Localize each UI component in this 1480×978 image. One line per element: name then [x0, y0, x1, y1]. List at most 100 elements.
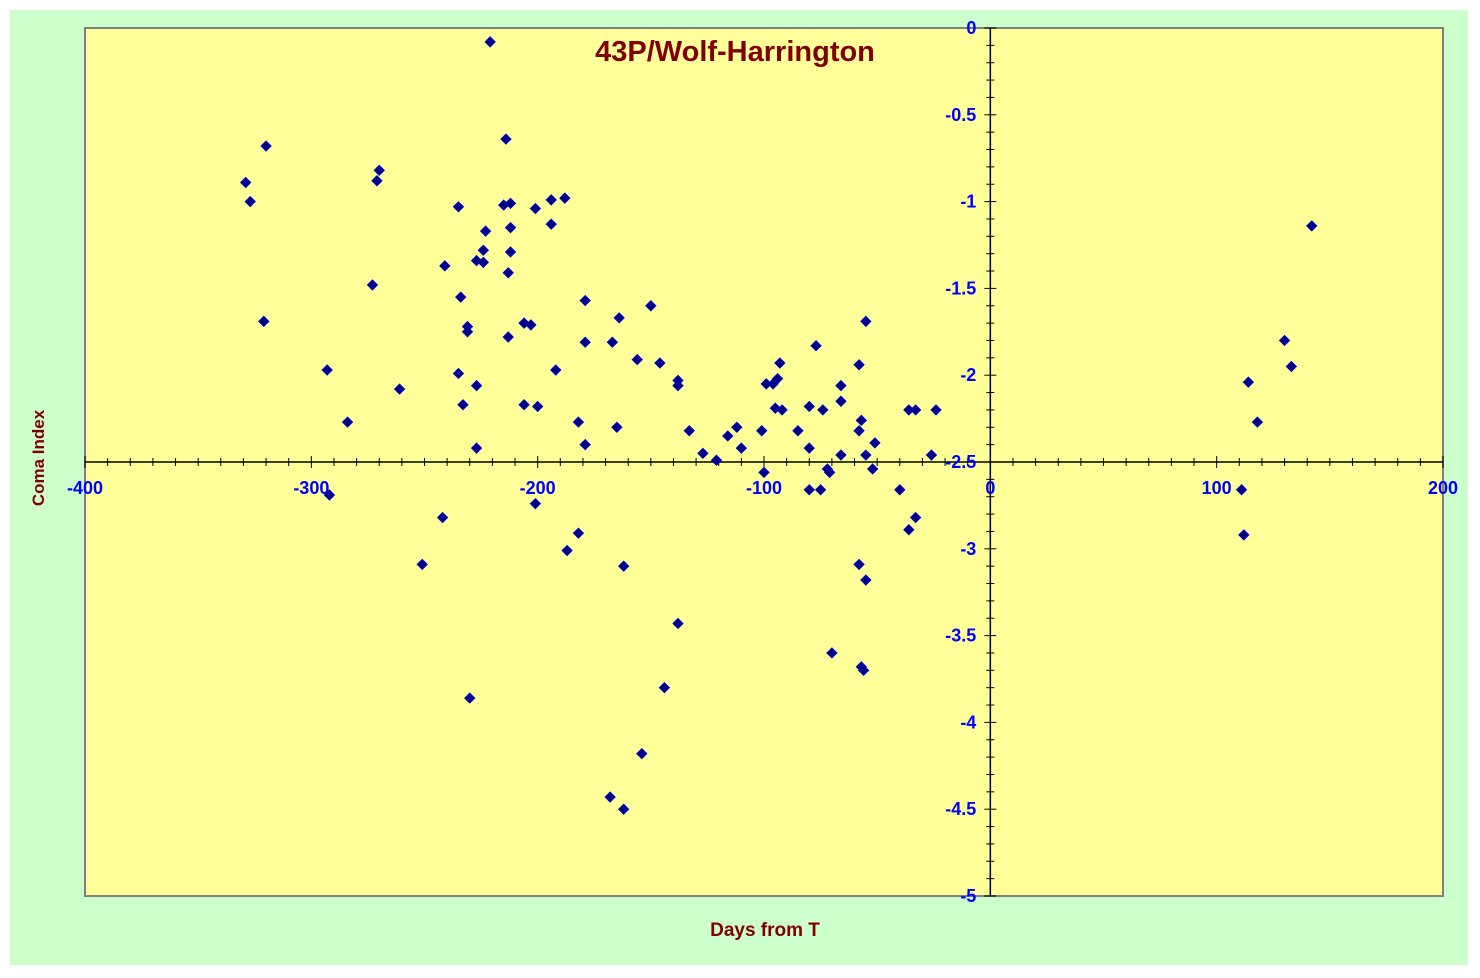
data-point: [866, 463, 879, 475]
x-tick-label: -300: [293, 478, 329, 498]
data-point: [529, 202, 542, 215]
y-tick-label: -0.5: [945, 105, 976, 125]
x-axis-title: Days from T: [710, 920, 820, 941]
x-tick-label: 200: [1428, 478, 1458, 498]
data-point: [909, 404, 922, 416]
data-point: [484, 36, 496, 48]
data-point: [258, 315, 270, 328]
data-point: [735, 442, 748, 454]
data-point: [810, 339, 822, 352]
data-point: [606, 336, 619, 348]
tick-marks: [84, 27, 1444, 897]
data-point: [260, 140, 272, 152]
data-point: [853, 359, 865, 371]
x-tick-label: -200: [520, 478, 556, 498]
data-point: [683, 425, 696, 437]
data-point: [658, 681, 671, 694]
data-point: [771, 372, 784, 385]
data-point: [776, 404, 788, 416]
data-point: [504, 246, 517, 258]
data-point: [479, 225, 492, 237]
y-tick-label: -1.5: [945, 278, 976, 298]
data-point: [817, 404, 829, 416]
data-point: [792, 425, 804, 437]
data-point: [579, 336, 591, 348]
y-tick-label: -2: [960, 365, 976, 385]
data-point: [835, 395, 847, 407]
data-point: [559, 192, 571, 204]
data-point: [1306, 220, 1318, 232]
data-point: [903, 523, 915, 536]
data-point: [477, 256, 490, 269]
data-point: [617, 560, 630, 572]
data-point: [853, 558, 865, 571]
data-point: [857, 664, 870, 677]
data-point: [504, 221, 517, 234]
data-point: [371, 175, 383, 187]
data-point: [756, 425, 768, 437]
data-point: [341, 416, 354, 428]
y-tick-label: -3.5: [945, 626, 976, 646]
data-point: [502, 331, 514, 343]
data-point: [531, 400, 544, 413]
data-point: [1238, 529, 1250, 541]
data-point: [930, 404, 942, 416]
x-tick-label: 0: [985, 478, 995, 498]
data-point: [1251, 416, 1264, 428]
y-tick-label: -1: [960, 192, 976, 212]
data-point: [579, 438, 591, 451]
data-point: [604, 791, 616, 803]
data-point: [774, 357, 786, 369]
data-point: [477, 244, 490, 256]
data-point: [502, 267, 514, 279]
data-point: [617, 803, 630, 815]
data-point: [323, 489, 336, 501]
data-point: [672, 617, 684, 630]
data-point: [731, 421, 743, 433]
data-point: [393, 383, 406, 395]
y-axis-title: Coma Index: [29, 409, 48, 506]
data-point: [611, 421, 623, 433]
data-point: [645, 300, 657, 312]
y-tick-label: -3: [960, 539, 976, 559]
data-point: [529, 497, 542, 510]
data-point: [631, 353, 643, 366]
data-point: [855, 414, 868, 427]
data-point: [436, 511, 449, 524]
y-tick-label: -2.5: [945, 452, 976, 472]
y-tick-label: -5: [960, 886, 976, 906]
data-point: [1235, 484, 1248, 496]
data-point: [518, 399, 530, 411]
data-point: [452, 367, 465, 380]
data-point: [860, 315, 872, 328]
data-point: [636, 747, 648, 760]
data-point: [697, 447, 709, 460]
data-point: [672, 379, 684, 392]
data-point: [803, 400, 815, 413]
data-point: [561, 544, 573, 557]
data-point: [500, 133, 512, 145]
data-point: [572, 416, 585, 428]
data-point: [758, 466, 770, 479]
data-point: [545, 218, 557, 230]
data-point: [909, 511, 922, 524]
data-point: [860, 574, 872, 586]
data-point: [470, 379, 483, 392]
data-point: [525, 319, 537, 331]
data-point: [835, 379, 847, 392]
data-point: [461, 326, 474, 338]
data-point: [894, 484, 906, 496]
data-point: [925, 449, 938, 461]
y-tick-label: 0: [966, 18, 976, 38]
data-point: [1278, 334, 1291, 347]
data-point: [321, 364, 333, 376]
data-point: [545, 194, 557, 206]
x-tick-label: -400: [67, 478, 103, 498]
data-point: [1242, 376, 1255, 388]
data-point: [373, 164, 385, 177]
data-point: [455, 291, 467, 303]
data-point: [1285, 360, 1298, 373]
data-point: [416, 558, 428, 571]
